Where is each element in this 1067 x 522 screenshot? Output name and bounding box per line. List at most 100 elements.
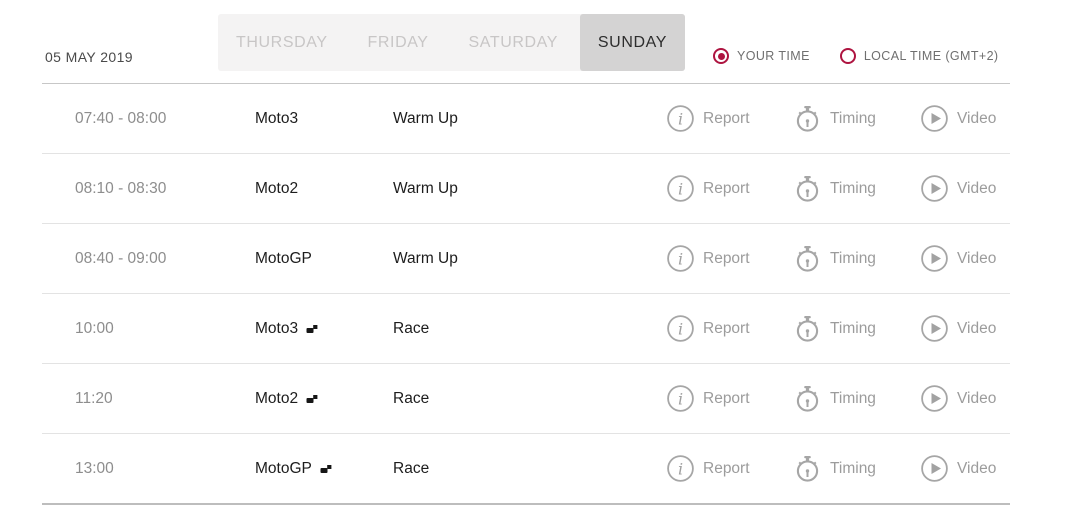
play-circle-icon <box>921 315 948 342</box>
video-link[interactable]: Video <box>921 105 1010 132</box>
schedule-row: 08:40 - 09:00 MotoGP Warm Up i Report <box>42 224 1010 294</box>
local-time-option[interactable]: LOCAL TIME (GMT+2) <box>839 48 999 64</box>
day-tabs: THURSDAY FRIDAY SATURDAY SUNDAY <box>218 14 685 71</box>
svg-text:i: i <box>678 320 683 339</box>
time-zone-toggle: YOUR TIME LOCAL TIME (GMT+2) <box>713 46 998 66</box>
category-label: Moto2 <box>255 179 299 197</box>
your-time-label: YOUR TIME <box>737 49 810 63</box>
info-circle-icon: i <box>667 105 694 132</box>
session-time: 10:00 <box>75 319 114 337</box>
schedule-row: 08:10 - 08:30 Moto2 Warm Up i Report <box>42 154 1010 224</box>
radio-selected-icon[interactable] <box>713 48 729 64</box>
stopwatch-icon <box>794 454 821 483</box>
report-link[interactable]: i Report <box>667 385 794 412</box>
report-link[interactable]: i Report <box>667 175 794 202</box>
info-circle-icon: i <box>667 315 694 342</box>
session-time: 11:20 <box>75 389 113 407</box>
session-schedule-table: 07:40 - 08:00 Moto3 Warm Up i Report <box>42 83 1010 505</box>
video-label: Video <box>957 459 997 477</box>
session-time: 07:40 - 08:00 <box>75 109 167 127</box>
session-type: Race <box>393 389 430 407</box>
category-label: Moto3 <box>255 319 299 337</box>
svg-text:i: i <box>678 390 683 409</box>
video-link[interactable]: Video <box>921 315 1010 342</box>
category-label: Moto3 <box>255 109 299 127</box>
timing-label: Timing <box>830 319 876 337</box>
timing-link[interactable]: Timing <box>794 314 921 343</box>
session-time: 08:40 - 09:00 <box>75 249 167 267</box>
video-link[interactable]: Video <box>921 385 1010 412</box>
stopwatch-icon <box>794 244 821 273</box>
svg-text:i: i <box>678 250 683 269</box>
category-label: MotoGP <box>255 459 312 477</box>
category-label: MotoGP <box>255 249 312 267</box>
checkered-flag-icon <box>306 324 318 334</box>
timing-link[interactable]: Timing <box>794 454 921 483</box>
report-link[interactable]: i Report <box>667 315 794 342</box>
session-category: MotoGP <box>255 250 393 268</box>
checkered-flag-icon <box>320 464 332 474</box>
timing-link[interactable]: Timing <box>794 174 921 203</box>
tab-friday[interactable]: FRIDAY <box>367 33 429 51</box>
info-circle-icon: i <box>667 385 694 412</box>
session-type: Race <box>393 459 430 477</box>
stopwatch-icon <box>794 384 821 413</box>
info-circle-icon: i <box>667 245 694 272</box>
session-type: Warm Up <box>393 179 458 197</box>
report-label: Report <box>703 389 750 407</box>
play-circle-icon <box>921 175 948 202</box>
local-time-label: LOCAL TIME (GMT+2) <box>863 49 999 63</box>
schedule-row: 11:20 Moto2 Race i Report <box>42 364 1010 434</box>
session-category: Moto2 <box>255 390 393 408</box>
video-link[interactable]: Video <box>921 245 1010 272</box>
session-time: 13:00 <box>75 459 114 477</box>
session-category: Moto3 <box>255 110 393 128</box>
report-link[interactable]: i Report <box>667 105 794 132</box>
session-type: Warm Up <box>393 109 458 127</box>
stopwatch-icon <box>794 174 821 203</box>
video-link[interactable]: Video <box>921 455 1010 482</box>
play-circle-icon <box>921 105 948 132</box>
video-label: Video <box>957 109 997 127</box>
tab-sunday[interactable]: SUNDAY <box>579 14 685 71</box>
report-label: Report <box>703 109 750 127</box>
session-category: Moto3 <box>255 320 393 338</box>
play-circle-icon <box>921 385 948 412</box>
report-label: Report <box>703 249 750 267</box>
event-date: 05 MAY 2019 <box>45 49 133 65</box>
timing-label: Timing <box>830 249 876 267</box>
report-link[interactable]: i Report <box>667 245 794 272</box>
stopwatch-icon <box>794 314 821 343</box>
info-circle-icon: i <box>667 175 694 202</box>
your-time-option[interactable]: YOUR TIME <box>713 48 810 64</box>
radio-unselected-icon[interactable] <box>839 48 856 64</box>
timing-label: Timing <box>830 389 876 407</box>
tab-saturday[interactable]: SATURDAY <box>468 33 559 51</box>
checkered-flag-icon <box>306 394 318 404</box>
video-link[interactable]: Video <box>921 175 1010 202</box>
report-link[interactable]: i Report <box>667 455 794 482</box>
schedule-row: 13:00 MotoGP Race i Report <box>42 434 1010 503</box>
timing-label: Timing <box>830 179 876 197</box>
category-label: Moto2 <box>255 389 299 407</box>
schedule-row: 07:40 - 08:00 Moto3 Warm Up i Report <box>42 84 1010 154</box>
timing-link[interactable]: Timing <box>794 244 921 273</box>
tab-thursday[interactable]: THURSDAY <box>236 33 328 51</box>
session-category: MotoGP <box>255 460 393 478</box>
timing-label: Timing <box>830 459 876 477</box>
timing-link[interactable]: Timing <box>794 384 921 413</box>
timing-link[interactable]: Timing <box>794 104 921 133</box>
report-label: Report <box>703 459 750 477</box>
report-label: Report <box>703 319 750 337</box>
svg-text:i: i <box>678 460 683 479</box>
video-label: Video <box>957 179 997 197</box>
play-circle-icon <box>921 245 948 272</box>
play-circle-icon <box>921 455 948 482</box>
svg-text:i: i <box>678 110 683 129</box>
session-type: Race <box>393 319 430 337</box>
session-category: Moto2 <box>255 180 393 198</box>
stopwatch-icon <box>794 104 821 133</box>
timing-label: Timing <box>830 109 876 127</box>
info-circle-icon: i <box>667 455 694 482</box>
